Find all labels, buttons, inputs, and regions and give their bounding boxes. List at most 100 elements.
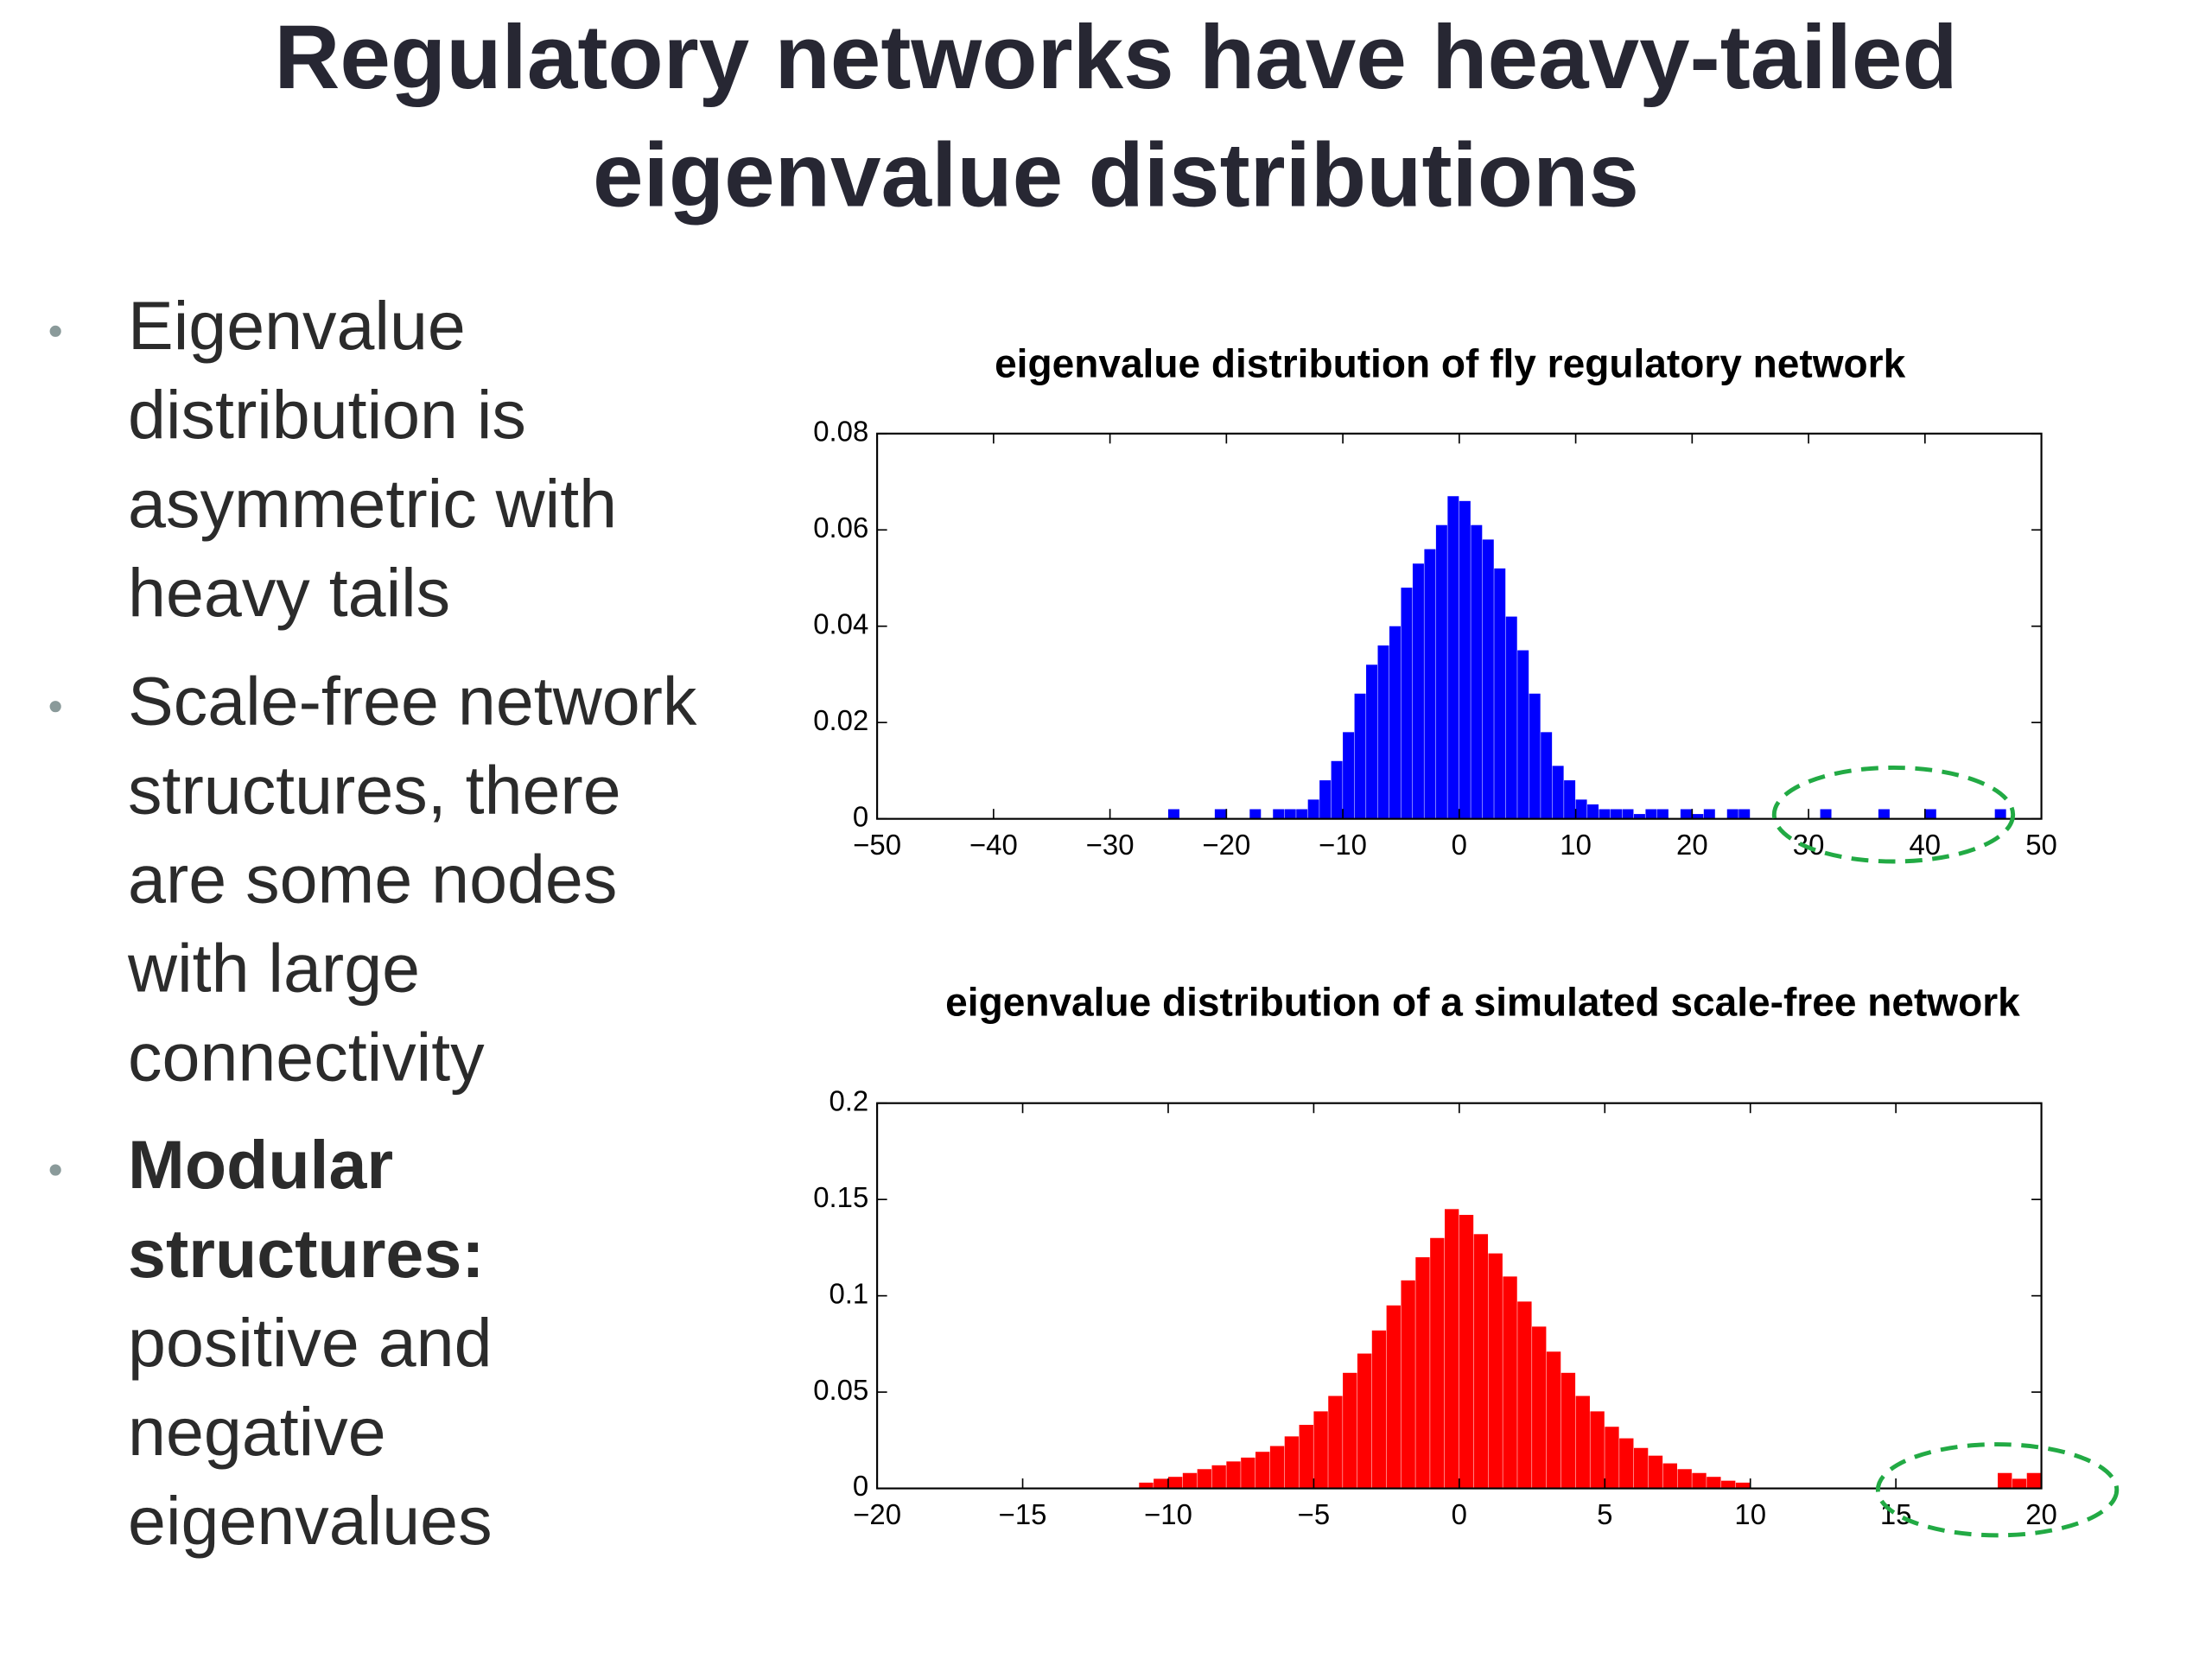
bar: [1357, 1353, 1372, 1489]
bar: [1505, 616, 1517, 819]
bullet-text: eigenvalues: [128, 1483, 493, 1559]
bar: [1552, 766, 1564, 819]
bar: [1445, 1209, 1459, 1489]
bar: [1154, 1478, 1168, 1489]
bar: [1299, 1425, 1313, 1489]
chart: eigenvalue distribution of fly regulator…: [813, 341, 2057, 861]
bar: [1459, 1215, 1474, 1489]
bar: [1564, 780, 1576, 819]
bar: [1738, 809, 1751, 819]
bar: [1619, 1438, 1634, 1489]
bar: [1284, 809, 1296, 819]
x-tick-label: −10: [1144, 1498, 1192, 1530]
bar: [1726, 809, 1738, 819]
bar: [1541, 732, 1553, 819]
bar: [1692, 814, 1704, 819]
bar: [1633, 1447, 1649, 1489]
bar: [1371, 1330, 1387, 1489]
bar: [1471, 524, 1483, 819]
y-tick-label: 0.15: [813, 1181, 868, 1213]
bar: [1546, 1351, 1561, 1489]
bar: [1820, 809, 1832, 819]
bar: [1662, 1463, 1677, 1489]
bar: [1328, 1395, 1343, 1489]
chart-title: eigenvalue distribution of a simulated s…: [945, 979, 2020, 1024]
bar: [1386, 1305, 1401, 1489]
bullet-dot: [49, 325, 61, 337]
bar: [1401, 1280, 1415, 1489]
bar: [1249, 809, 1262, 819]
bar: [1377, 645, 1389, 819]
bar: [1707, 1477, 1721, 1489]
bar: [1307, 799, 1319, 819]
highlight-ellipse: [1875, 1442, 2120, 1538]
bar: [1735, 1482, 1751, 1489]
y-tick-label: 0: [853, 1470, 868, 1502]
bar: [1488, 1253, 1503, 1489]
bar: [1622, 809, 1634, 819]
y-tick-label: 0.06: [813, 512, 868, 543]
bar: [1435, 524, 1447, 819]
x-tick-label: −5: [1298, 1498, 1331, 1530]
bar: [1529, 693, 1541, 819]
bar: [1214, 809, 1226, 819]
bar: [1269, 1446, 1285, 1489]
bar: [1167, 1477, 1183, 1489]
bar: [1605, 1427, 1619, 1489]
bar: [1343, 1372, 1357, 1489]
bar: [1415, 1257, 1430, 1489]
bullet-text: connectivity: [128, 1020, 485, 1096]
bar: [1255, 1452, 1270, 1489]
x-tick-label: 50: [2025, 829, 2057, 861]
bar: [1412, 563, 1424, 819]
x-tick-label: 0: [1452, 829, 1467, 861]
x-tick-label: −50: [853, 829, 901, 861]
bar: [1167, 809, 1179, 819]
bar: [1611, 809, 1622, 819]
bar: [1645, 809, 1657, 819]
bar: [1459, 500, 1471, 819]
y-tick-label: 0.04: [813, 607, 868, 639]
bar: [1319, 780, 1332, 819]
bar: [1343, 732, 1355, 819]
bar: [1273, 809, 1285, 819]
bar: [1575, 1395, 1590, 1489]
bullet-dot: [49, 701, 61, 713]
bar: [1226, 1461, 1241, 1489]
x-tick-label: −10: [1319, 829, 1367, 861]
x-tick-label: −15: [999, 1498, 1047, 1530]
bar: [1692, 1472, 1707, 1489]
bar: [1401, 588, 1413, 819]
bar: [1284, 1436, 1300, 1489]
bar: [2026, 1472, 2042, 1489]
bar: [1517, 1301, 1532, 1489]
bullet-text: heavy tails: [128, 555, 450, 631]
x-tick-label: −30: [1086, 829, 1135, 861]
bar: [1560, 1372, 1576, 1489]
bar: [1182, 1472, 1198, 1489]
bar: [1587, 804, 1599, 819]
bar: [1878, 809, 1890, 819]
bar: [1482, 539, 1494, 819]
bar: [1241, 1457, 1255, 1489]
bar: [1473, 1234, 1489, 1489]
bar: [1924, 809, 1936, 819]
bar: [1599, 809, 1611, 819]
chart-title: eigenvalue distribution of fly regulator…: [995, 341, 1906, 386]
bullet-list: Eigenvalue distribution is asymmetric with…: [49, 288, 697, 1559]
bullet-text: structures, there: [128, 753, 621, 829]
bullet-text: negative: [128, 1394, 386, 1470]
bar: [1532, 1326, 1547, 1489]
bar: [1703, 809, 1715, 819]
bullet-dot: [49, 1164, 61, 1176]
y-tick-label: 0.05: [813, 1374, 868, 1406]
bar: [1354, 693, 1366, 819]
bar: [1313, 1411, 1328, 1489]
bar: [1677, 1469, 1692, 1489]
bar: [1633, 814, 1645, 819]
x-tick-label: −40: [969, 829, 1018, 861]
x-tick-label: 20: [2025, 1498, 2057, 1530]
bar: [1197, 1469, 1212, 1489]
y-tick-label: 0: [853, 800, 868, 832]
